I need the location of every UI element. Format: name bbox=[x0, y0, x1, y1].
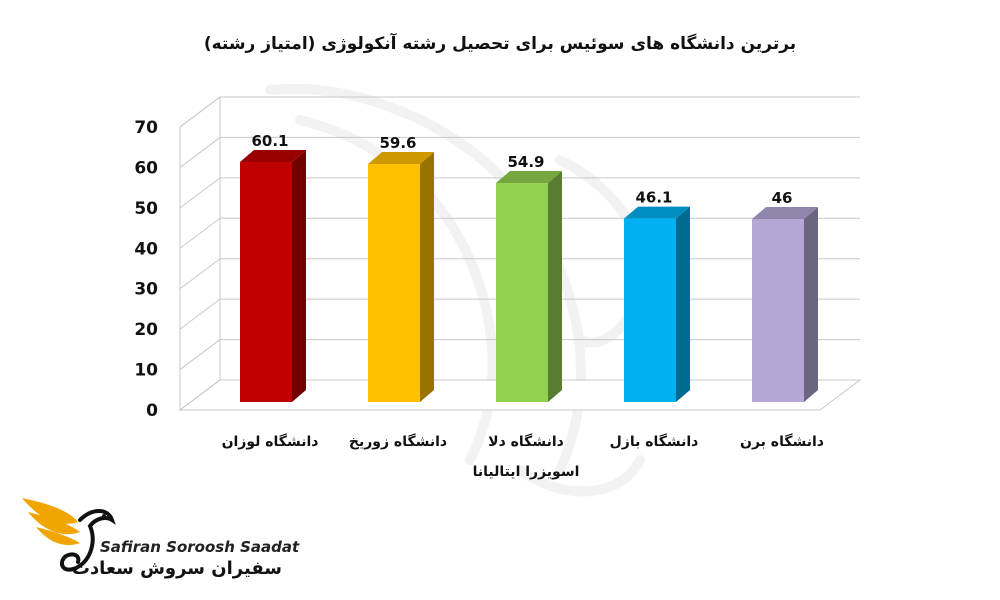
gridline-depth bbox=[179, 217, 221, 249]
bar-front bbox=[624, 218, 676, 402]
gridline-depth bbox=[179, 298, 221, 330]
bar-front bbox=[368, 164, 420, 402]
x-tick-label: دانشگاه دلا bbox=[488, 433, 564, 450]
data-label: 46.1 bbox=[635, 189, 672, 207]
gridline-depth bbox=[179, 137, 221, 168]
bar-top bbox=[368, 152, 434, 165]
bar-side bbox=[676, 206, 690, 402]
gridline-depth bbox=[179, 96, 221, 128]
bar-top bbox=[624, 206, 690, 219]
bar-front bbox=[496, 183, 548, 402]
x-tick-label: دانشگاه لوزان bbox=[222, 433, 319, 450]
brand-logo: Safiran Soroosh Saadat سفیران سروش سعادت bbox=[22, 498, 300, 579]
bar bbox=[240, 150, 306, 402]
bar bbox=[496, 171, 562, 402]
side-wall bbox=[179, 96, 221, 411]
bar bbox=[752, 207, 818, 402]
data-label: 59.6 bbox=[379, 134, 416, 152]
x-tick-label: دانشگاه برن bbox=[740, 433, 824, 450]
bar-front bbox=[240, 162, 292, 402]
bar bbox=[368, 152, 434, 402]
data-label: 60.1 bbox=[251, 132, 288, 150]
y-tick-label: 40 bbox=[134, 239, 158, 259]
y-tick-label: 50 bbox=[134, 199, 158, 219]
gridline-depth bbox=[179, 177, 221, 209]
chart-title: برترین دانشگاه های سوئیس برای تحصیل رشته… bbox=[203, 34, 797, 54]
gridline-depth bbox=[179, 258, 221, 290]
bar-side bbox=[420, 152, 434, 402]
x-tick-label: اسویزرا ایتالیانا bbox=[473, 464, 580, 480]
x-tick-label: دانشگاه بازل bbox=[610, 433, 699, 450]
y-tick-label: 10 bbox=[134, 361, 158, 381]
y-tick-label: 70 bbox=[134, 118, 158, 138]
bar-side bbox=[548, 171, 562, 402]
y-tick-label: 0 bbox=[146, 401, 158, 421]
phoenix-icon bbox=[22, 498, 116, 572]
bar-top bbox=[240, 150, 306, 163]
brand-name-en: Safiran Soroosh Saadat bbox=[100, 538, 300, 556]
bar-top bbox=[752, 207, 818, 220]
data-label: 54.9 bbox=[507, 153, 544, 171]
bar-front bbox=[752, 219, 804, 402]
bar-side bbox=[804, 207, 818, 402]
bar-top bbox=[496, 171, 562, 184]
y-tick-label: 20 bbox=[134, 320, 158, 340]
brand-name-fa: سفیران سروش سعادت bbox=[72, 558, 282, 579]
gridline-depth bbox=[179, 379, 221, 411]
y-tick-label: 30 bbox=[134, 280, 158, 300]
data-label: 46 bbox=[772, 189, 793, 207]
y-tick-label: 60 bbox=[134, 158, 158, 178]
bar bbox=[624, 206, 690, 402]
watermark-logo bbox=[265, 83, 647, 497]
bar-side bbox=[292, 150, 306, 402]
x-tick-label: دانشگاه زوریخ bbox=[349, 433, 447, 450]
gridline-depth bbox=[179, 339, 221, 370]
